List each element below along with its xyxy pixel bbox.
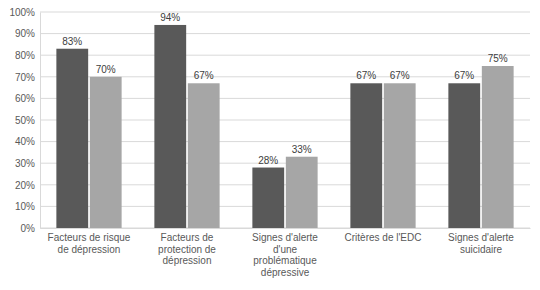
y-tick-label: 20% <box>15 180 35 191</box>
y-tick-label: 0% <box>21 223 36 234</box>
chart-svg: 0% 10% 20% 30% 40% 50% 60% 70% 80% 90% 100% Facteur… <box>0 0 540 290</box>
data-label: 33% <box>292 144 312 155</box>
data-label: 94% <box>160 12 180 23</box>
data-label: 67% <box>356 70 376 81</box>
bar <box>448 83 480 228</box>
x-tick-label: Critères de l'EDC <box>345 232 422 243</box>
bar <box>90 77 122 228</box>
y-axis: 0% 10% 20% 30% 40% 50% 60% 70% 80% 90% 100% <box>9 7 40 234</box>
y-tick: 10% <box>15 201 40 212</box>
grid-line <box>40 33 530 34</box>
data-labels: 83% 94% 28% 67% 67% 70% 67% 33% 67% 75% <box>62 12 508 166</box>
bar <box>252 168 284 228</box>
y-tick-label: 60% <box>15 93 35 104</box>
bar <box>154 25 186 228</box>
data-label: 70% <box>96 64 116 75</box>
x-tick-label: Facteurs de risquede dépression <box>48 232 131 255</box>
y-tick: 100% <box>9 7 40 18</box>
x-tick: Signes d'alerted'uneproblématiquedépress… <box>252 228 318 278</box>
x-tick: Critères de l'EDC <box>345 228 422 243</box>
x-tick: Facteurs de risquede dépression <box>48 228 131 255</box>
bars <box>56 25 513 228</box>
y-tick: 40% <box>15 136 40 147</box>
x-tick-label-line: suicidaire <box>460 244 503 255</box>
x-tick-label-line: Facteurs de risque <box>48 232 131 243</box>
data-label: 67% <box>390 70 410 81</box>
y-tick: 90% <box>15 28 40 39</box>
x-tick-label-line: dépression <box>163 255 212 266</box>
grid <box>40 12 530 228</box>
bar <box>56 49 88 228</box>
grid-line <box>40 12 530 13</box>
x-tick-label-line: Critères de l'EDC <box>345 232 422 243</box>
y-tick: 80% <box>15 50 40 61</box>
x-tick: Signes d'alertesuicidaire <box>448 228 514 255</box>
data-label: 83% <box>62 36 82 47</box>
y-tick-label: 50% <box>15 115 35 126</box>
x-axis-line <box>41 228 531 229</box>
x-tick-label-line: dépressive <box>261 267 310 278</box>
bar <box>482 66 514 228</box>
y-tick: 50% <box>15 115 40 126</box>
plot: 0% 10% 20% 30% 40% 50% 60% 70% 80% 90% 100% Facteur… <box>9 7 530 278</box>
bar <box>188 83 220 228</box>
grid-line <box>40 55 530 56</box>
x-tick-label-line: problématique <box>253 255 317 266</box>
y-tick-label: 40% <box>15 136 35 147</box>
x-tick-label-line: Signes d'alerte <box>448 232 514 243</box>
bar <box>350 83 382 228</box>
y-tick: 30% <box>15 158 40 169</box>
x-tick-label-line: Signes d'alerte <box>252 232 318 243</box>
x-tick-label-line: Facteurs de <box>161 232 214 243</box>
x-tick-label-line: protection de <box>158 244 216 255</box>
x-tick-label: Facteurs deprotection dedépression <box>158 232 216 266</box>
y-tick-label: 10% <box>15 201 35 212</box>
data-label: 67% <box>194 70 214 81</box>
y-tick: 0% <box>21 223 40 234</box>
x-tick-label: Signes d'alerted'uneproblématiquedépress… <box>252 232 318 278</box>
chart-container: 0% 10% 20% 30% 40% 50% 60% 70% 80% 90% 100% Facteur… <box>0 0 540 290</box>
data-label: 67% <box>454 70 474 81</box>
x-tick-label: Signes d'alertesuicidaire <box>448 232 514 255</box>
y-tick: 70% <box>15 72 40 83</box>
x-tick: Facteurs deprotection dedépression <box>158 228 216 266</box>
y-tick-label: 90% <box>15 28 35 39</box>
y-tick-label: 70% <box>15 72 35 83</box>
y-tick-label: 80% <box>15 50 35 61</box>
y-tick-label: 100% <box>9 7 35 18</box>
x-tick-label-line: de dépression <box>58 244 121 255</box>
data-label: 28% <box>258 155 278 166</box>
y-axis-line <box>40 13 41 229</box>
x-tick-label-line: d'une <box>273 244 298 255</box>
bar <box>286 157 318 228</box>
y-tick: 20% <box>15 180 40 191</box>
y-tick-label: 30% <box>15 158 35 169</box>
bar <box>384 83 416 228</box>
data-label: 75% <box>488 53 508 64</box>
x-axis: Facteurs de risquede dépressionFacteurs … <box>41 228 531 278</box>
y-tick: 60% <box>15 93 40 104</box>
